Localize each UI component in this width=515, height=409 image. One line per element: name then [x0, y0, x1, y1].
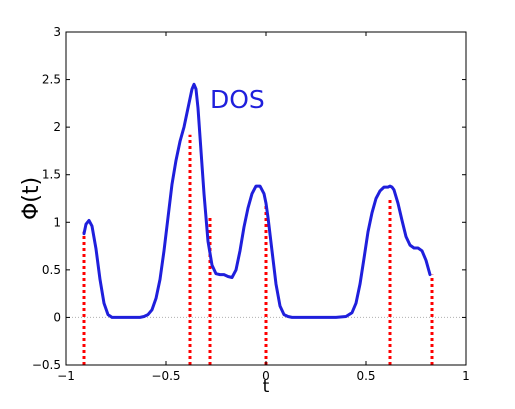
y-tick-label: 1	[53, 215, 61, 229]
x-tick-label: 0	[262, 369, 270, 383]
y-tick-label: 1.5	[42, 168, 61, 182]
stems-layer	[82, 134, 434, 365]
y-tick-label: 3	[53, 25, 61, 39]
series-line-dos	[82, 82, 432, 319]
x-tick-label: −1	[57, 369, 75, 383]
y-tick-label: −0.5	[32, 358, 61, 372]
x-tick-label: −0.5	[151, 369, 180, 383]
x-tick-label: 0.5	[356, 369, 375, 383]
y-tick-label: 2	[53, 120, 61, 134]
y-axis-title: Φ(t)	[19, 177, 44, 220]
y-tick-label: 2.5	[42, 73, 61, 87]
y-tick-label: 0.5	[42, 263, 61, 277]
y-ticks: −0.5 0 0.5 1 1.5 2 2.5 3	[32, 25, 466, 372]
curve-layer	[82, 82, 432, 319]
x-axis-title: t	[263, 377, 270, 397]
x-tick-label: 1	[462, 369, 470, 383]
x-ticks: −1 −0.5 0 0.5 1	[57, 32, 470, 383]
dos-annotation: DOS	[210, 85, 265, 114]
y-tick-label: 0	[53, 310, 61, 324]
